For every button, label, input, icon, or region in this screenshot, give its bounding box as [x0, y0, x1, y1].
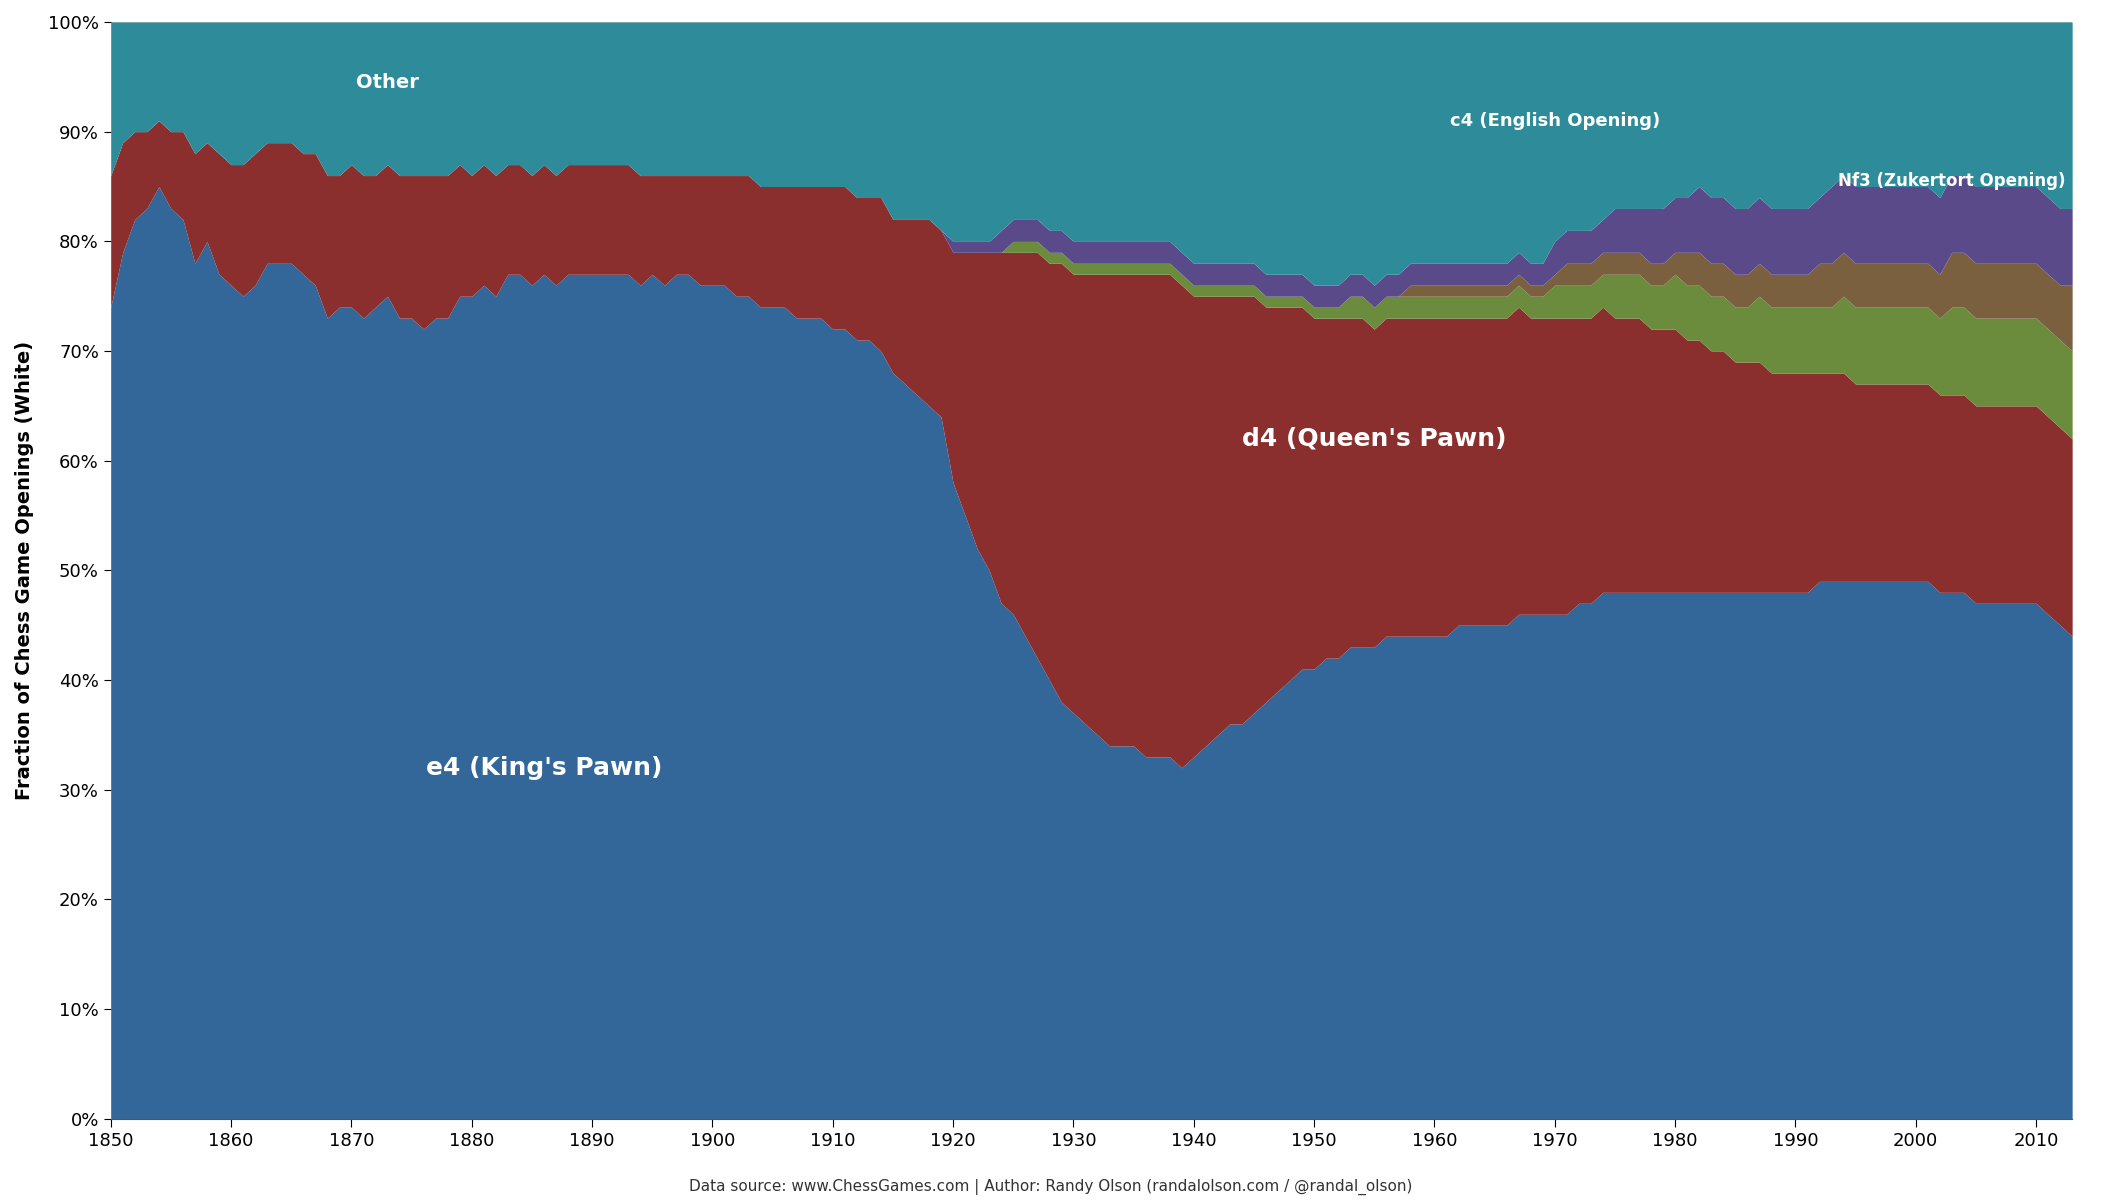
Text: Data source: www.ChessGames.com | Author: Randy Olson (randalolson.com / @randal: Data source: www.ChessGames.com | Author… [689, 1179, 1412, 1195]
Text: c4 (English Opening): c4 (English Opening) [1450, 112, 1660, 130]
Text: Other: Other [355, 73, 418, 91]
Text: e4 (King's Pawn): e4 (King's Pawn) [427, 755, 662, 779]
Y-axis label: Fraction of Chess Game Openings (White): Fraction of Chess Game Openings (White) [15, 341, 34, 800]
Text: Nf3 (Zukertort Opening): Nf3 (Zukertort Opening) [1838, 172, 2065, 190]
Text: d4 (Queen's Pawn): d4 (Queen's Pawn) [1242, 426, 1506, 450]
